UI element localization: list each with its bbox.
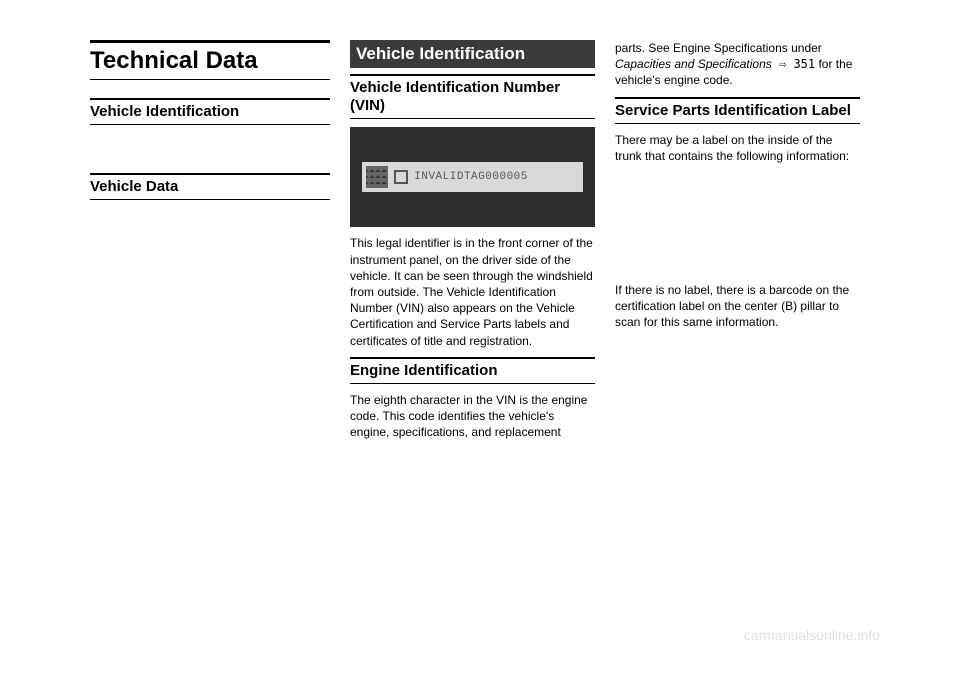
toc-heading-vehicle-data: Vehicle Data	[90, 173, 330, 200]
service-parts-fallback: If there is no label, there is a barcode…	[615, 282, 860, 331]
section-heading-engine-id: Engine Identification	[350, 357, 595, 384]
toc-spacer	[90, 133, 330, 173]
watermark: carmanualsonline.info	[744, 627, 880, 643]
column-1: Technical Data Vehicle Identification Ve…	[90, 40, 330, 448]
engine-specs-prefix: parts. See Engine Specifications under	[615, 41, 822, 55]
main-title: Technical Data	[90, 40, 330, 80]
bullet-list-spacer	[615, 172, 860, 282]
vin-sample-text: INVALIDTAG000005	[414, 171, 528, 183]
engine-specs-ref: ⇨ 351	[772, 57, 815, 71]
column-3: parts. See Engine Specifications under C…	[615, 40, 860, 448]
column-2: Vehicle Identification Vehicle Identific…	[350, 40, 595, 448]
service-parts-intro: There may be a label on the inside of th…	[615, 132, 860, 164]
section-heading-vin: Vehicle Identification Number (VIN)	[350, 74, 595, 119]
qr-icon	[366, 166, 388, 188]
engine-specs-italic: Capacities and Specifications	[615, 57, 772, 71]
page-container: Technical Data Vehicle Identification Ve…	[0, 0, 960, 468]
square-icon	[394, 170, 408, 184]
engine-id-description: The eighth character in the VIN is the e…	[350, 392, 595, 441]
toc-heading-vehicle-identification: Vehicle Identification	[90, 98, 330, 125]
vin-description: This legal identifier is in the front co…	[350, 235, 595, 348]
grey-heading-vehicle-identification: Vehicle Identification	[350, 40, 595, 68]
vin-plate-image: INVALIDTAG000005	[350, 127, 595, 227]
engine-specs-continuation: parts. See Engine Specifications under C…	[615, 40, 860, 89]
vin-plate-inner: INVALIDTAG000005	[362, 162, 583, 192]
section-heading-service-parts: Service Parts Identification Label	[615, 97, 860, 124]
